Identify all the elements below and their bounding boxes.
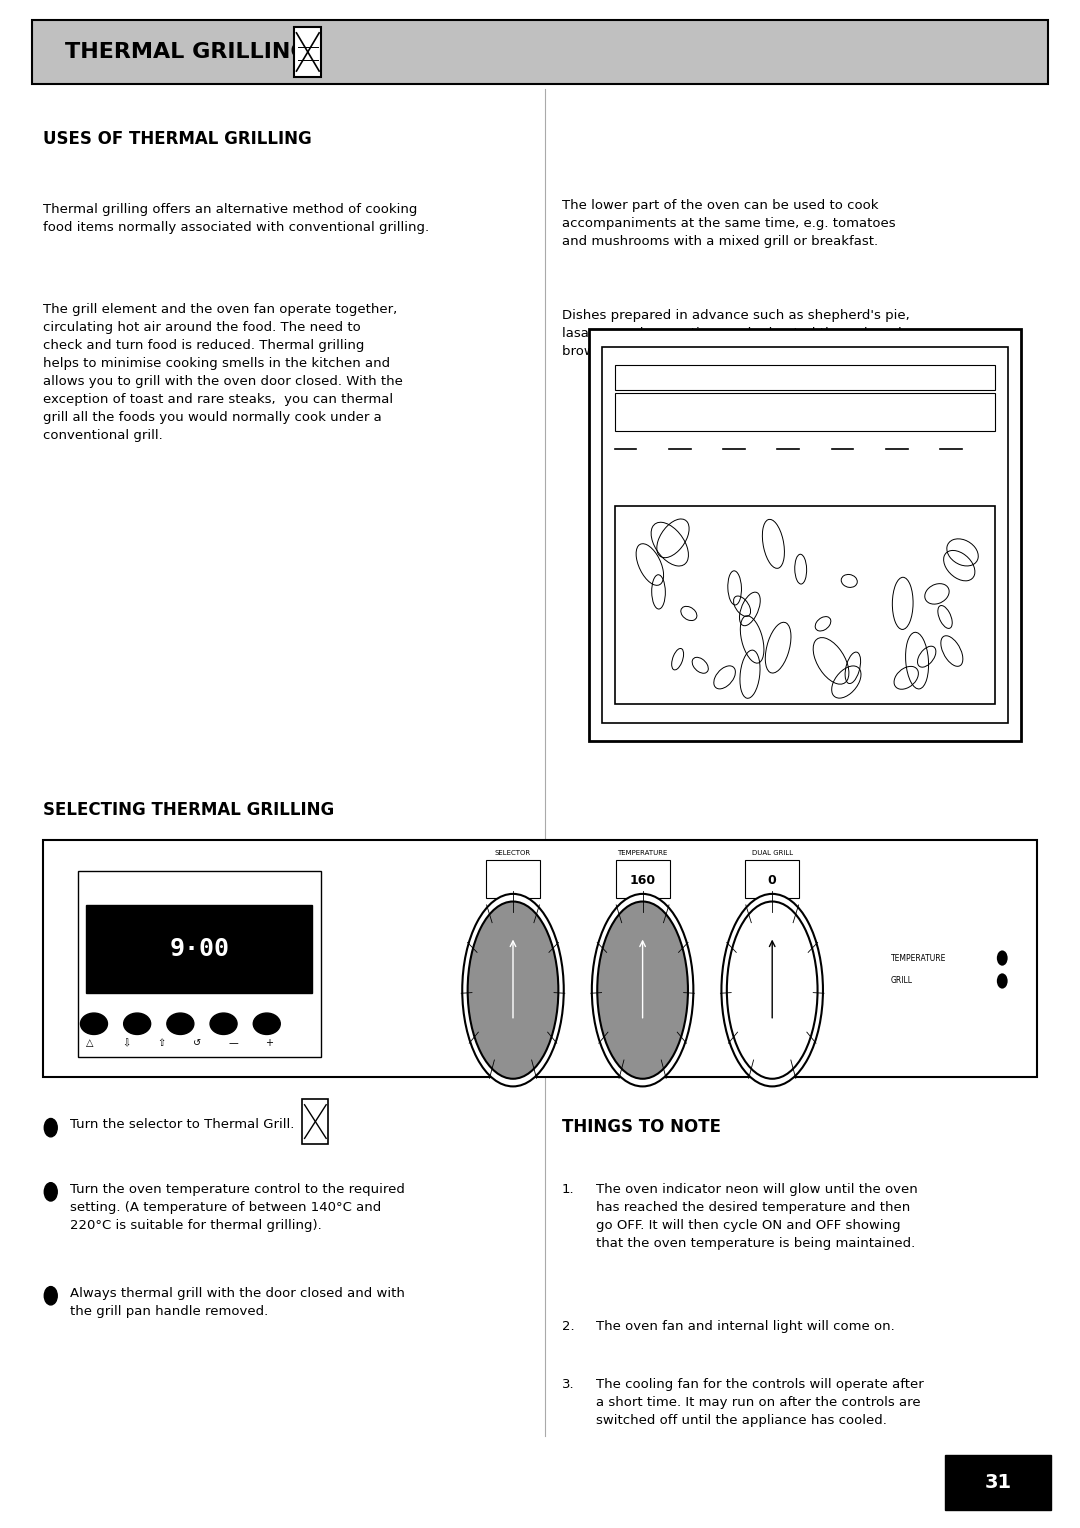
Ellipse shape	[727, 902, 818, 1079]
Text: ⇩: ⇩	[122, 1038, 131, 1048]
Ellipse shape	[166, 1013, 194, 1034]
Text: 0: 0	[768, 874, 777, 886]
Text: Turn the selector to Thermal Grill.: Turn the selector to Thermal Grill.	[70, 1118, 295, 1132]
Text: THERMAL GRILLING: THERMAL GRILLING	[65, 41, 309, 63]
Bar	[615, 393, 995, 431]
Ellipse shape	[462, 894, 564, 1086]
Text: TEMPERATURE: TEMPERATURE	[891, 953, 946, 963]
Bar	[602, 347, 1008, 723]
Circle shape	[997, 973, 1008, 989]
Bar	[616, 860, 670, 898]
Ellipse shape	[80, 1013, 107, 1034]
Text: The lower part of the oven can be used to cook
accompaniments at the same time, : The lower part of the oven can be used t…	[562, 199, 895, 248]
Circle shape	[44, 1118, 57, 1137]
Text: GRILL: GRILL	[891, 976, 913, 986]
Bar	[302, 1099, 328, 1144]
Text: The cooling fan for the controls will operate after
a short time. It may run on : The cooling fan for the controls will op…	[596, 1378, 923, 1427]
Ellipse shape	[210, 1013, 238, 1034]
Text: 31: 31	[984, 1473, 1012, 1491]
Bar	[294, 26, 322, 76]
Ellipse shape	[592, 894, 693, 1086]
Text: THINGS TO NOTE: THINGS TO NOTE	[562, 1118, 720, 1137]
Text: The grill element and the oven fan operate together,
circulating hot air around : The grill element and the oven fan opera…	[43, 303, 403, 442]
Text: 9·00: 9·00	[170, 937, 229, 961]
Bar	[615, 506, 995, 704]
Bar	[43, 840, 1037, 1077]
Text: USES OF THERMAL GRILLING: USES OF THERMAL GRILLING	[43, 130, 312, 148]
Text: —: —	[229, 1038, 239, 1048]
Ellipse shape	[597, 902, 688, 1079]
Text: 3.: 3.	[562, 1378, 575, 1392]
Bar	[32, 20, 1048, 84]
Circle shape	[44, 1183, 57, 1201]
Text: The oven indicator neon will glow until the oven
has reached the desired tempera: The oven indicator neon will glow until …	[596, 1183, 918, 1250]
Bar	[745, 860, 799, 898]
Text: +: +	[265, 1038, 272, 1048]
Ellipse shape	[721, 894, 823, 1086]
Text: 2.: 2.	[562, 1320, 575, 1334]
Text: SELECTOR: SELECTOR	[495, 850, 531, 856]
Text: Always thermal grill with the door closed and with
the grill pan handle removed.: Always thermal grill with the door close…	[70, 1287, 405, 1317]
Bar	[945, 1455, 1051, 1510]
Text: Dishes prepared in advance such as shepherd's pie,
lasagne and au gratins can be: Dishes prepared in advance such as sheph…	[562, 309, 929, 358]
Text: Thermal grilling offers an alternative method of cooking
food items normally ass: Thermal grilling offers an alternative m…	[43, 203, 430, 234]
Text: The oven fan and internal light will come on.: The oven fan and internal light will com…	[596, 1320, 895, 1334]
Bar	[486, 860, 540, 898]
Circle shape	[997, 950, 1008, 966]
Bar	[78, 871, 321, 1057]
Text: DUAL GRILL: DUAL GRILL	[752, 850, 793, 856]
Text: TEMPERATURE: TEMPERATURE	[618, 850, 667, 856]
Text: △: △	[86, 1038, 94, 1048]
Bar	[589, 329, 1021, 741]
Text: ↺: ↺	[193, 1038, 202, 1048]
Text: SELECTING THERMAL GRILLING: SELECTING THERMAL GRILLING	[43, 801, 335, 819]
Text: 160: 160	[630, 874, 656, 886]
Text: Turn the oven temperature control to the required
setting. (A temperature of bet: Turn the oven temperature control to the…	[70, 1183, 405, 1232]
Circle shape	[44, 1287, 57, 1305]
Text: 1.: 1.	[562, 1183, 575, 1196]
Bar	[615, 365, 995, 390]
Text: PROGRAMMER: PROGRAMMER	[83, 877, 133, 883]
Ellipse shape	[123, 1013, 151, 1034]
Ellipse shape	[468, 902, 558, 1079]
Ellipse shape	[253, 1013, 281, 1034]
Text: ⇧: ⇧	[158, 1038, 166, 1048]
Bar	[86, 905, 312, 993]
